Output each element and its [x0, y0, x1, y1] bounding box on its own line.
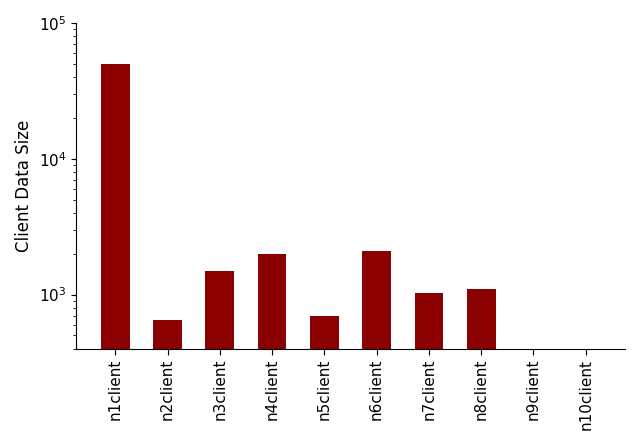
Bar — [258, 254, 287, 445]
Bar — [310, 316, 339, 445]
Bar — [572, 348, 600, 445]
Bar — [205, 271, 234, 445]
Bar — [467, 289, 495, 445]
Bar — [153, 320, 182, 445]
Bar — [362, 251, 391, 445]
Bar — [415, 293, 444, 445]
Bar — [519, 389, 548, 445]
Bar — [101, 64, 130, 445]
Y-axis label: Client Data Size: Client Data Size — [15, 120, 33, 252]
